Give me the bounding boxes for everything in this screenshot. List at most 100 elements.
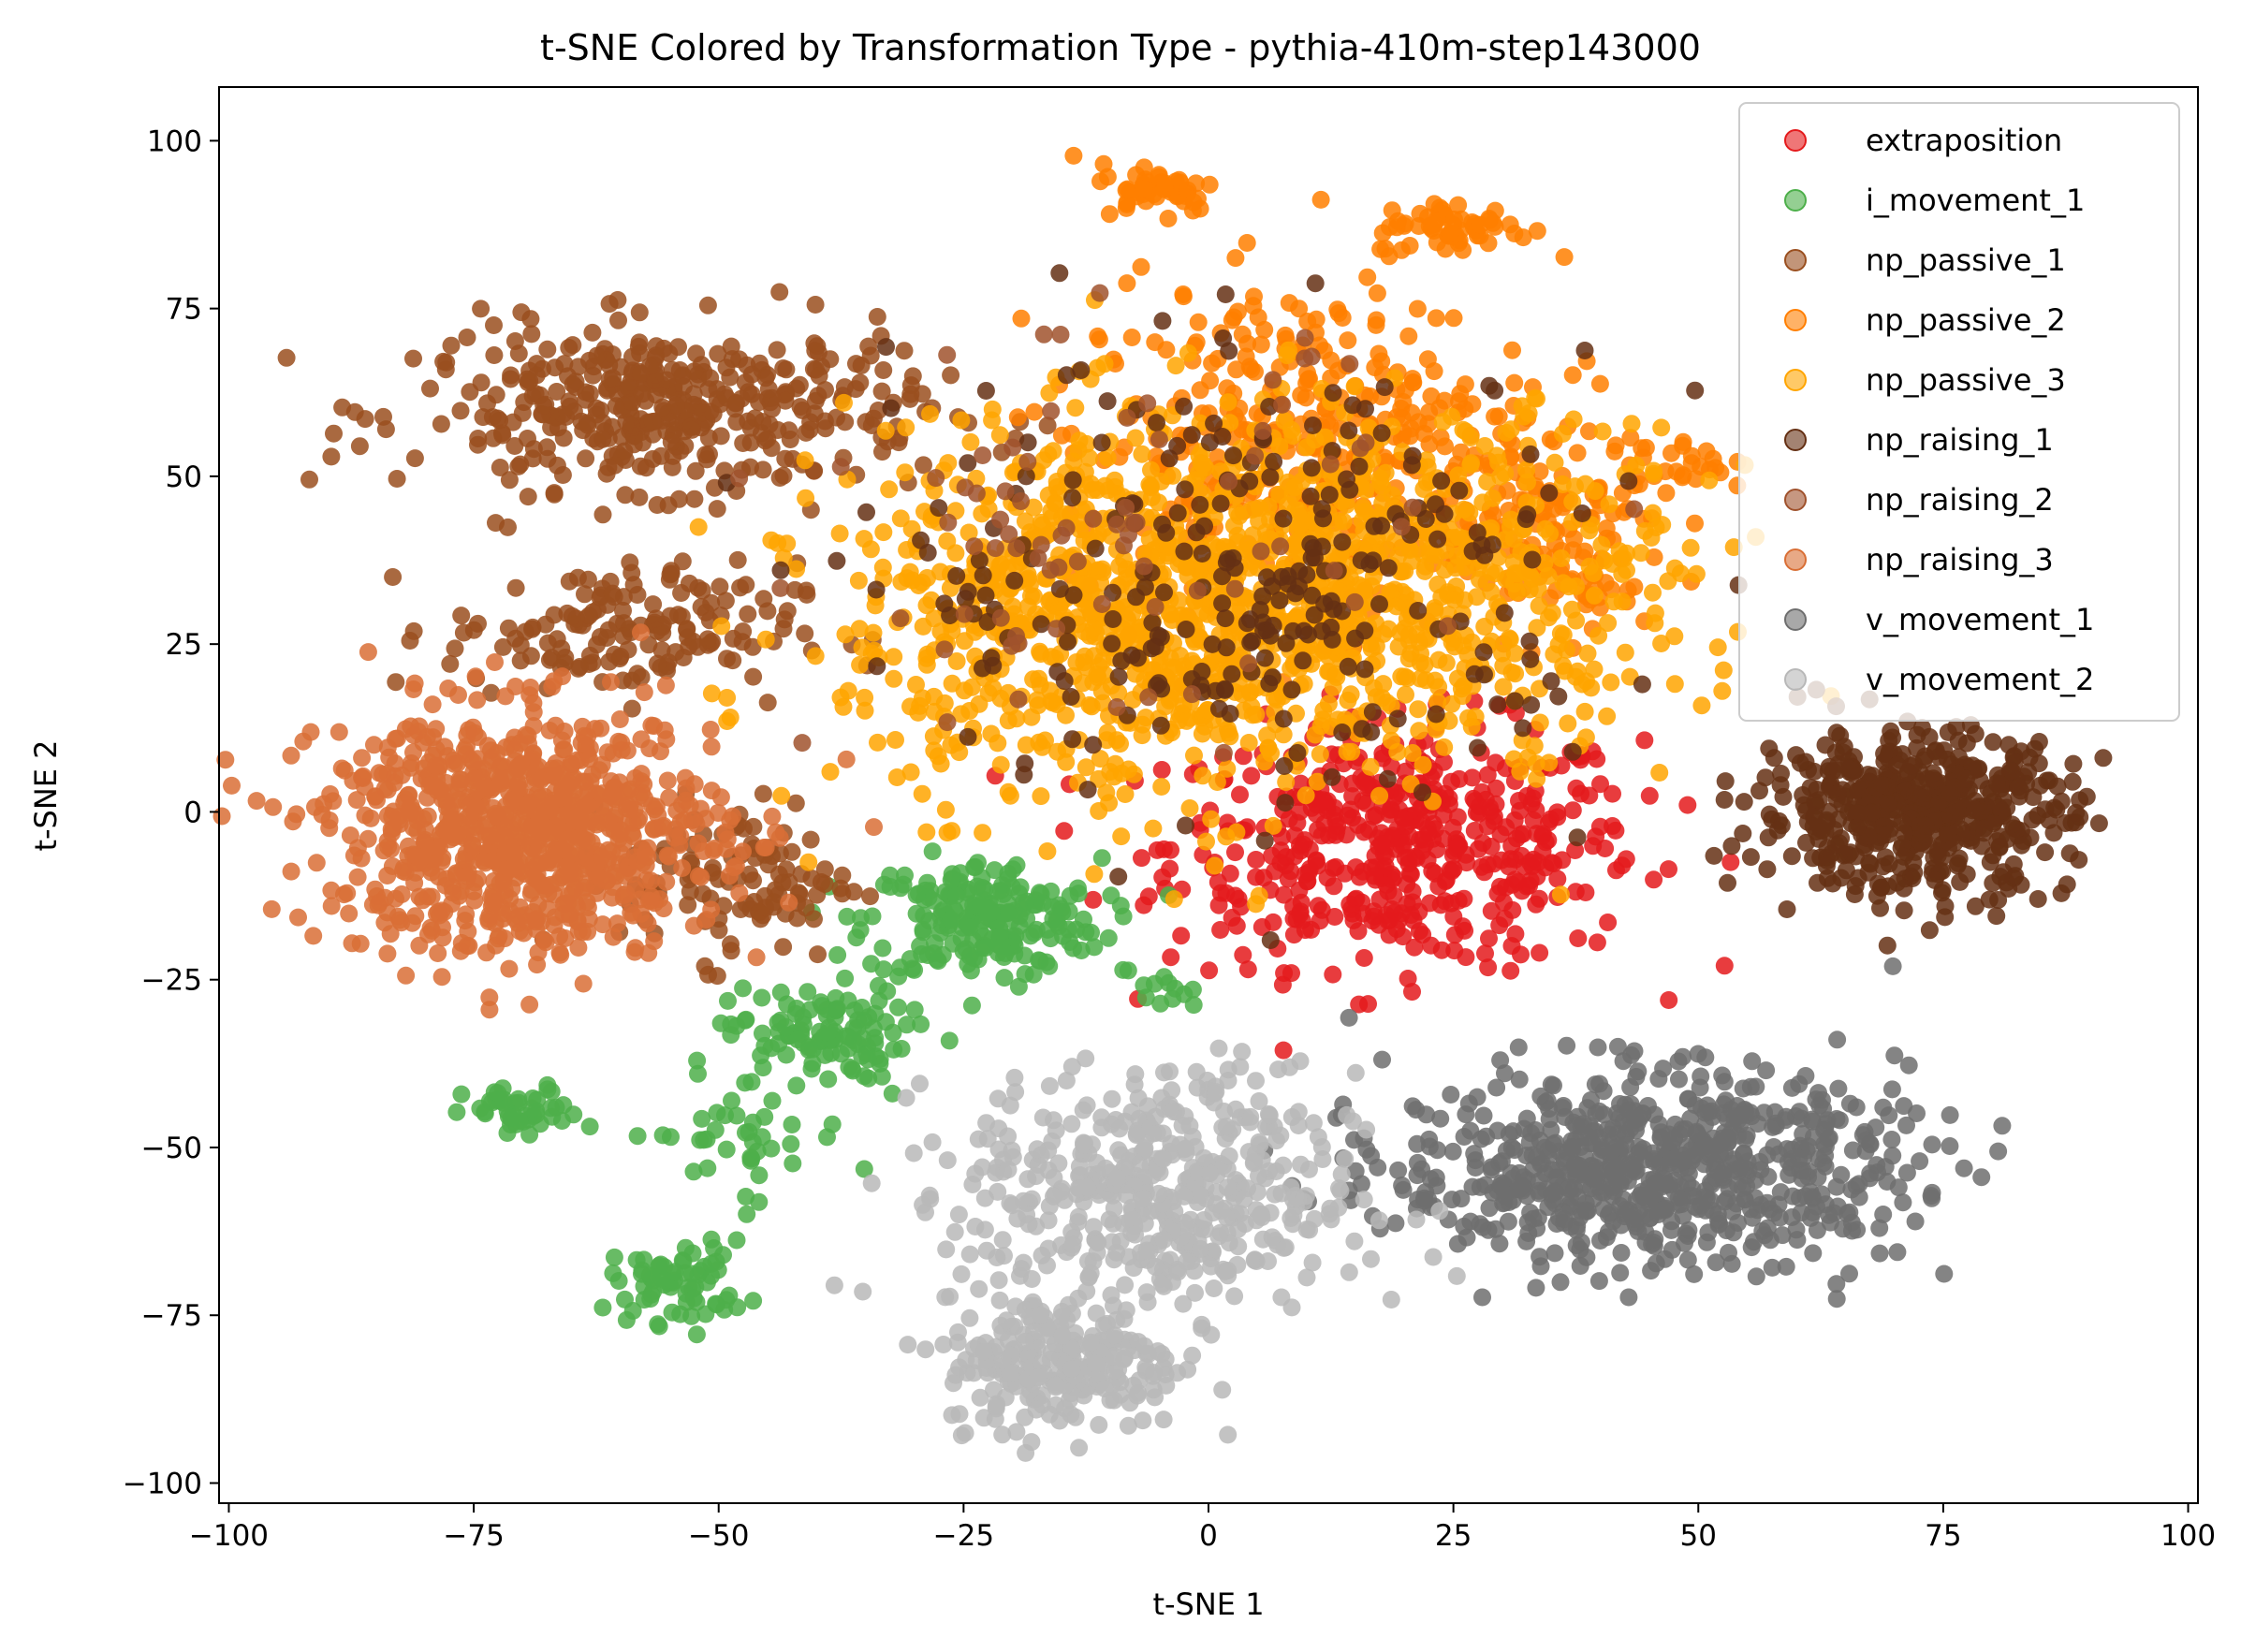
point bbox=[1306, 431, 1325, 449]
point bbox=[1432, 472, 1451, 490]
point bbox=[1379, 559, 1398, 577]
point bbox=[1686, 514, 1704, 533]
point bbox=[516, 622, 535, 641]
point bbox=[1266, 862, 1284, 881]
point bbox=[747, 948, 766, 967]
point bbox=[1589, 626, 1608, 645]
point bbox=[1431, 896, 1450, 914]
point bbox=[1444, 309, 1463, 328]
point bbox=[956, 478, 974, 497]
point bbox=[698, 1159, 717, 1177]
point bbox=[1221, 414, 1239, 432]
point bbox=[1370, 786, 1389, 805]
point bbox=[1875, 744, 1894, 763]
point bbox=[793, 402, 812, 419]
point bbox=[1168, 436, 1187, 455]
point bbox=[1520, 876, 1539, 895]
point bbox=[1152, 778, 1171, 796]
point bbox=[624, 576, 643, 594]
point bbox=[1652, 418, 1671, 437]
point bbox=[1514, 719, 1532, 738]
point bbox=[1252, 542, 1270, 561]
point bbox=[1860, 854, 1879, 872]
point bbox=[836, 625, 855, 644]
point bbox=[1610, 542, 1629, 561]
point bbox=[1635, 731, 1654, 750]
point bbox=[1456, 375, 1474, 394]
point bbox=[1350, 457, 1369, 475]
point bbox=[891, 879, 910, 898]
point bbox=[1275, 757, 1294, 775]
point bbox=[996, 944, 1015, 962]
point bbox=[1178, 558, 1196, 577]
point bbox=[717, 358, 736, 377]
point bbox=[1122, 646, 1141, 665]
point bbox=[773, 873, 792, 892]
point bbox=[561, 397, 579, 416]
point bbox=[936, 800, 955, 819]
point bbox=[545, 484, 564, 503]
point bbox=[1341, 685, 1360, 704]
point bbox=[1383, 585, 1401, 604]
point bbox=[1118, 274, 1136, 293]
point bbox=[716, 592, 735, 610]
point bbox=[805, 334, 824, 353]
point bbox=[405, 449, 424, 468]
point bbox=[600, 295, 619, 314]
point bbox=[863, 907, 882, 926]
point bbox=[604, 369, 622, 387]
point bbox=[921, 404, 939, 423]
point bbox=[429, 944, 447, 962]
point bbox=[1003, 597, 1022, 616]
point bbox=[1012, 492, 1030, 510]
point bbox=[1217, 638, 1236, 657]
point bbox=[1342, 742, 1361, 761]
point bbox=[959, 582, 977, 601]
point bbox=[1156, 174, 1174, 193]
point bbox=[1220, 724, 1238, 742]
point bbox=[1455, 889, 1473, 908]
point bbox=[1003, 438, 1022, 457]
point bbox=[874, 523, 893, 542]
point bbox=[1064, 146, 1083, 165]
point bbox=[885, 669, 903, 688]
point bbox=[1109, 667, 1128, 686]
point bbox=[1084, 509, 1103, 528]
point bbox=[1400, 237, 1419, 255]
point bbox=[1091, 284, 1109, 302]
point bbox=[836, 413, 855, 431]
point bbox=[1450, 481, 1469, 500]
point bbox=[1046, 649, 1064, 667]
point bbox=[1895, 879, 1913, 898]
point bbox=[1445, 211, 1463, 228]
point bbox=[1403, 744, 1422, 762]
point bbox=[1265, 452, 1283, 471]
point bbox=[796, 624, 814, 643]
point bbox=[1164, 989, 1182, 1008]
point bbox=[1563, 801, 1582, 820]
point bbox=[653, 398, 672, 417]
point bbox=[1443, 407, 1461, 426]
point bbox=[697, 450, 716, 469]
point bbox=[662, 1128, 680, 1147]
point bbox=[350, 437, 369, 456]
point bbox=[1606, 821, 1625, 840]
point bbox=[1314, 701, 1333, 720]
point bbox=[935, 694, 954, 712]
point bbox=[917, 823, 936, 841]
point bbox=[1417, 451, 1436, 470]
point bbox=[851, 655, 870, 674]
point bbox=[889, 998, 907, 1016]
point bbox=[1735, 793, 1753, 811]
point bbox=[1376, 240, 1395, 258]
point bbox=[755, 1036, 774, 1055]
point bbox=[681, 883, 699, 900]
point bbox=[599, 458, 618, 476]
point bbox=[1092, 849, 1111, 868]
point bbox=[1345, 592, 1364, 611]
point bbox=[1256, 523, 1275, 542]
point bbox=[923, 842, 942, 861]
point bbox=[876, 421, 895, 440]
point bbox=[815, 860, 834, 879]
point bbox=[493, 637, 512, 656]
